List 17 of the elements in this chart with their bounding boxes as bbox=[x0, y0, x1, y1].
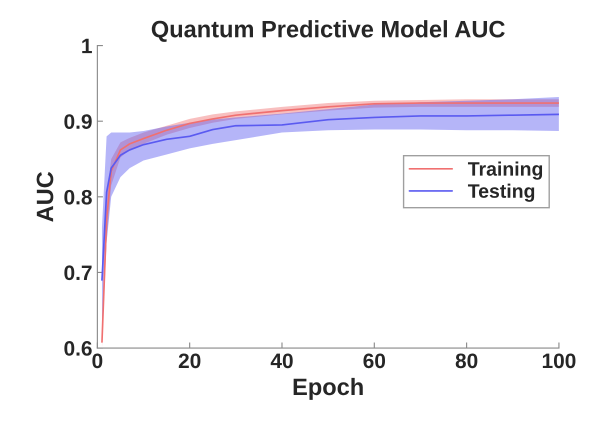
x-axis-title: Epoch bbox=[294, 378, 363, 400]
chart-title: Quantum Predictive Model AUC bbox=[152, 20, 505, 42]
y-tick-label: 1 bbox=[82, 38, 92, 54]
x-tick-label: 0 bbox=[92, 353, 102, 368]
y-axis-title: AUC bbox=[36, 172, 54, 222]
x-tick-label: 60 bbox=[363, 353, 386, 368]
y-tick-label: 0.6 bbox=[64, 341, 92, 356]
y-tick-label: 0.8 bbox=[64, 190, 92, 205]
x-tick-label: 20 bbox=[178, 353, 200, 368]
x-tick-label: 100 bbox=[542, 353, 576, 368]
x-tick-label: 80 bbox=[456, 353, 478, 368]
line-series bbox=[101, 114, 559, 281]
y-tick-label: 0.7 bbox=[64, 265, 92, 280]
legend-label: Testing bbox=[468, 184, 534, 202]
legend-label: Training bbox=[468, 162, 542, 180]
y-tick-label: 0.9 bbox=[64, 114, 92, 129]
x-tick-label: 40 bbox=[270, 353, 293, 368]
